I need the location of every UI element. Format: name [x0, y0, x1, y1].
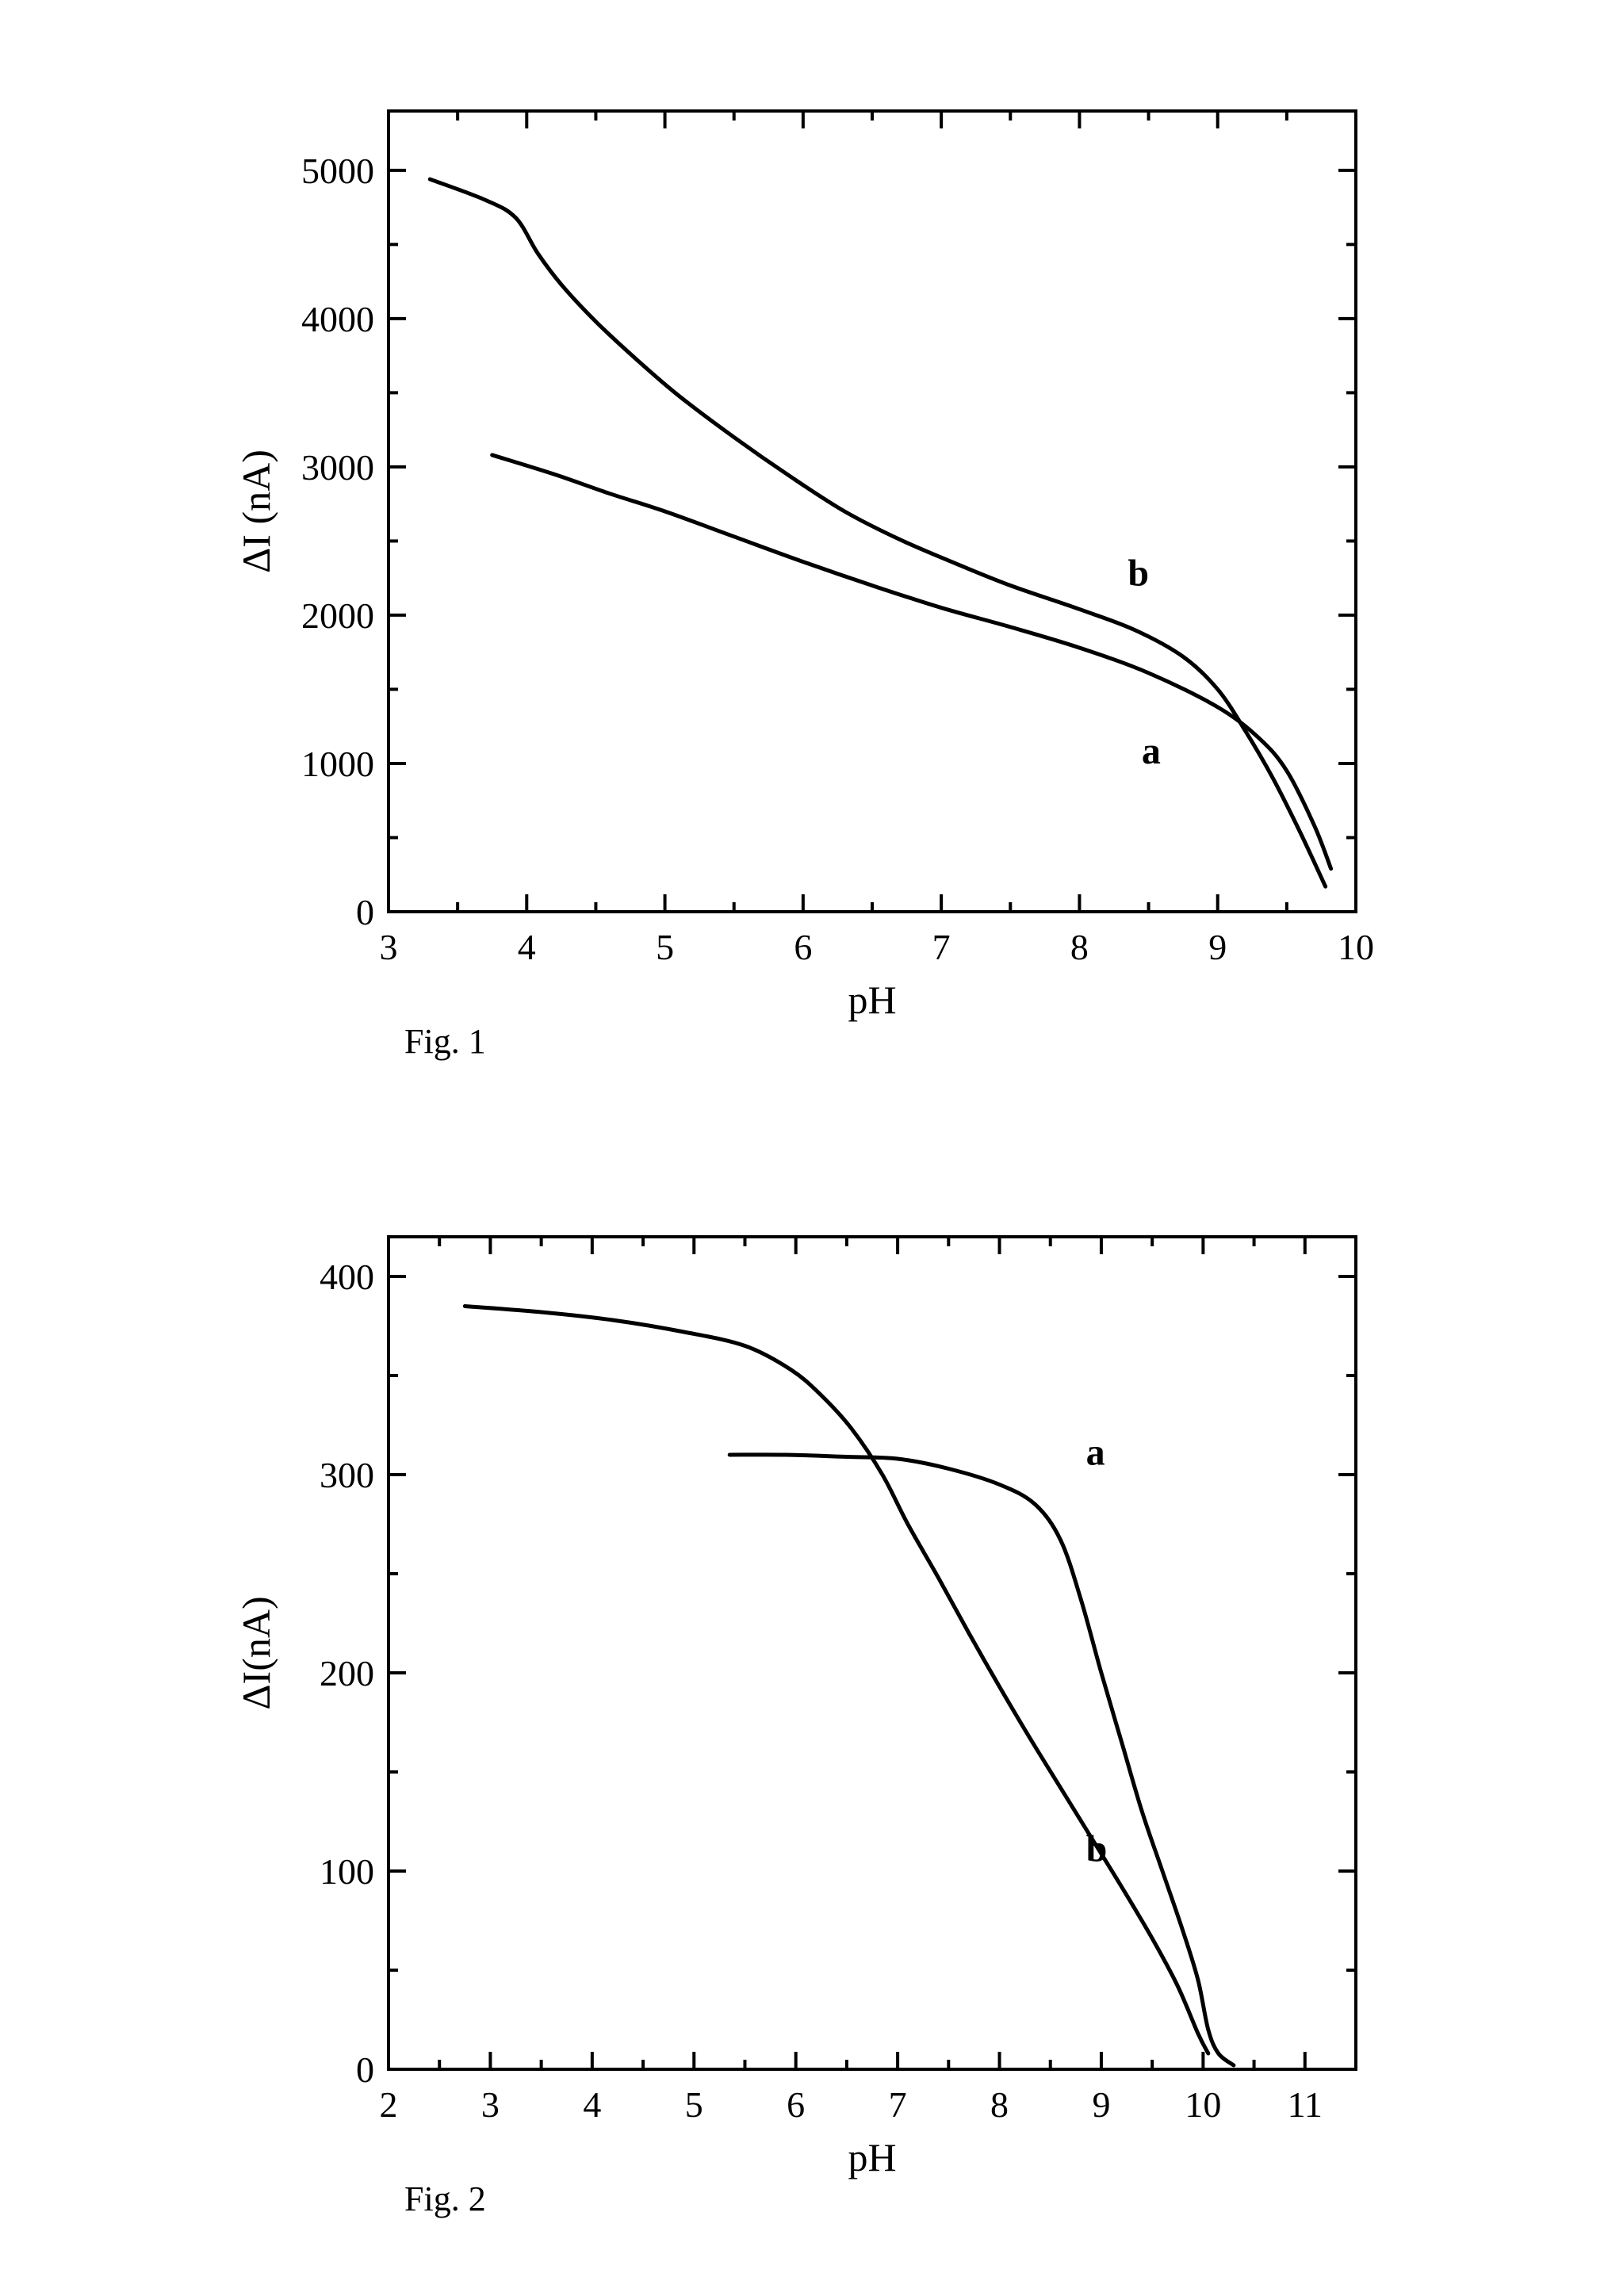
- series-b: [430, 179, 1325, 886]
- series-b: [465, 1307, 1208, 2054]
- x-tick-label: 8: [1070, 927, 1089, 967]
- y-tick-label: 2000: [301, 595, 374, 636]
- x-tick-label: 2: [380, 2084, 398, 2125]
- page: 345678910010002000300040005000pHΔI (nA)a…: [0, 0, 1608, 2296]
- x-tick-label: 5: [656, 927, 674, 967]
- series-a: [729, 1455, 1234, 2065]
- x-tick-label: 9: [1208, 927, 1227, 967]
- figure-caption: Fig. 1: [404, 1022, 486, 1061]
- x-axis-label: pH: [848, 978, 896, 1022]
- x-tick-label: 5: [685, 2084, 703, 2125]
- y-tick-label: 400: [320, 1257, 374, 1297]
- y-axis-label: ΔI(nA): [234, 1596, 278, 1709]
- figure-2-svg: 2 3 4 5 6 7 8 9 10 11 0 100 200 300 400 pH ΔI(nA) a b Fig. …: [206, 1189, 1411, 2220]
- y-tick-label: 200: [320, 1653, 374, 1693]
- y-tick-label: 5000: [301, 151, 374, 191]
- figure-2: 2 3 4 5 6 7 8 9 10 11 0 100 200 300 400 pH ΔI(nA) a b Fig. …: [206, 1189, 1411, 2220]
- x-tick-label: 6: [794, 927, 812, 967]
- y-tick-label: 0: [356, 892, 374, 932]
- y-axis-label: ΔI (nA): [234, 450, 278, 573]
- x-tick-label: 8: [990, 2084, 1009, 2125]
- figure-1: 3 4 5 6 7 8 9 10 0 1000 2000 3000 4000 5000 pH ΔI (nA) a…: [206, 63, 1411, 1062]
- x-tick-label: 6: [787, 2084, 805, 2125]
- y-tick-label: 0: [356, 2049, 374, 2090]
- y-tick-label: 100: [320, 1851, 374, 1892]
- y-tick-label: 3000: [301, 447, 374, 488]
- x-tick-label: 3: [481, 2084, 500, 2125]
- series-label-a: a: [1086, 1432, 1105, 1474]
- x-tick-label: 7: [932, 927, 951, 967]
- series-a: [492, 455, 1331, 869]
- x-tick-label: 4: [518, 927, 536, 967]
- x-tick-label: 7: [889, 2084, 907, 2125]
- plot-frame: [389, 111, 1356, 912]
- x-tick-label: 11: [1288, 2084, 1323, 2125]
- y-tick-label: 4000: [301, 299, 374, 339]
- x-tick-label: 3: [380, 927, 398, 967]
- figure-caption: Fig. 2: [404, 2179, 486, 2218]
- x-axis-label: pH: [848, 2135, 896, 2179]
- x-tick-label: 4: [583, 2084, 601, 2125]
- series-label-b: b: [1128, 553, 1149, 595]
- x-tick-label: 10: [1338, 927, 1374, 967]
- figure-1-svg: 3 4 5 6 7 8 9 10 0 1000 2000 3000 4000 5000 pH ΔI (nA) a…: [206, 63, 1411, 1062]
- series-label-b: b: [1086, 1828, 1108, 1870]
- y-tick-label: 1000: [301, 744, 374, 784]
- x-tick-label: 10: [1185, 2084, 1221, 2125]
- x-tick-label: 9: [1092, 2084, 1110, 2125]
- y-tick-label: 300: [320, 1455, 374, 1495]
- series-label-a: a: [1142, 730, 1161, 772]
- plot-frame: [389, 1237, 1356, 2069]
